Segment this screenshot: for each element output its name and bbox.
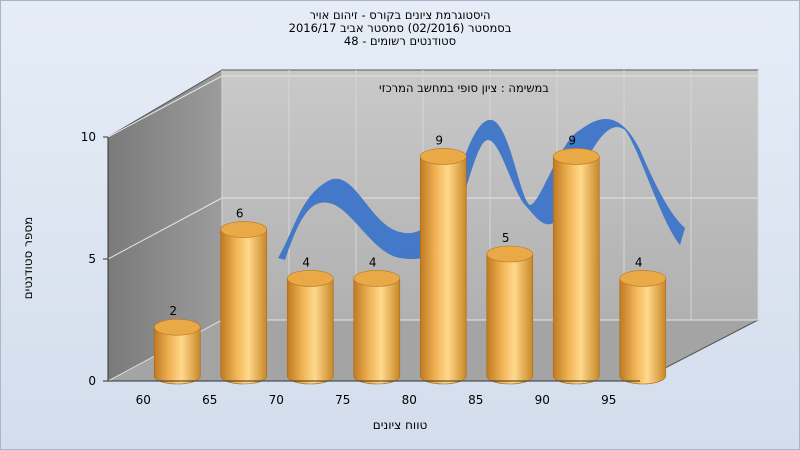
bar-top — [619, 270, 667, 287]
bar-body — [619, 278, 667, 385]
bar — [552, 148, 600, 385]
bar-top — [153, 318, 201, 336]
bar-top — [486, 245, 534, 263]
y-tick-label: 0 — [88, 374, 96, 388]
bar-body — [486, 253, 534, 385]
chart-title-block: היסטוגרמת ציונים בקורס - זיהום אויר בסמס… — [0, 9, 800, 48]
grid-line-side — [107, 75, 223, 138]
bar-value-label: 4 — [369, 255, 377, 269]
y-axis-label: מספר סטודנטים — [21, 216, 35, 300]
y-tick-label: 10 — [81, 130, 96, 144]
bar — [153, 318, 201, 385]
bar-top — [286, 270, 334, 287]
chart-title-line-2: בסמסטר (02/2016) סמסטר אביב 2016/17 — [288, 21, 512, 35]
bar — [419, 148, 467, 385]
x-tick-label: 85 — [468, 393, 483, 407]
bar-top — [552, 148, 600, 165]
x-tick-label: 95 — [601, 393, 616, 407]
bar-value-label: 4 — [635, 255, 643, 269]
bar-body — [552, 156, 600, 385]
bar-top — [353, 270, 401, 287]
chart-title-line-3: סטודנטים רשומים - 48 — [343, 34, 457, 48]
bar-body — [220, 229, 268, 385]
bar — [619, 270, 667, 385]
bar-value-label: 9 — [568, 133, 576, 147]
bar-body — [286, 278, 334, 385]
bar — [220, 221, 268, 385]
x-tick-label: 90 — [535, 393, 550, 407]
chart-title-line-1: היסטוגרמת ציונים בקורס - זיהום אויר — [309, 8, 491, 22]
bar-body — [419, 156, 467, 385]
x-tick-label: 70 — [269, 393, 284, 407]
bar — [486, 245, 534, 385]
x-tick-label: 80 — [402, 393, 417, 407]
bar — [286, 270, 334, 385]
bar-value-label: 2 — [169, 304, 177, 318]
grid-line-side — [107, 197, 223, 260]
bar — [353, 270, 401, 385]
chart-subtitle: במשימה : ציון סופי במחשב המרכזי — [379, 81, 549, 95]
bar-value-label: 9 — [435, 133, 443, 147]
bar-value-label: 5 — [502, 231, 510, 245]
bar-top — [419, 148, 467, 165]
bar-body — [353, 278, 401, 385]
x-axis-label: טווח ציונים — [372, 418, 428, 432]
x-tick-label: 65 — [202, 393, 217, 407]
x-tick-label: 60 — [136, 393, 151, 407]
bar-body — [153, 326, 201, 385]
y-tick-label: 5 — [88, 252, 96, 266]
bar-value-label: 6 — [236, 207, 244, 221]
bar-value-label: 4 — [302, 255, 310, 269]
x-tick-label: 75 — [335, 393, 350, 407]
bar-top — [220, 221, 268, 238]
